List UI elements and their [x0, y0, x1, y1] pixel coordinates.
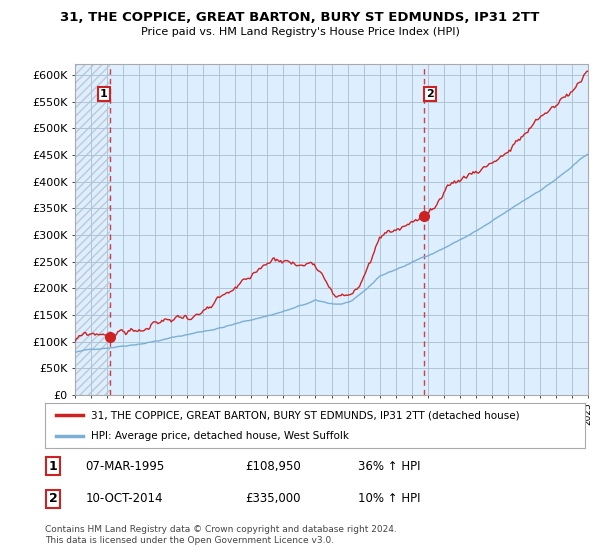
Text: Contains HM Land Registry data © Crown copyright and database right 2024.
This d: Contains HM Land Registry data © Crown c…	[45, 525, 397, 545]
Text: 36% ↑ HPI: 36% ↑ HPI	[358, 460, 421, 473]
Text: 10% ↑ HPI: 10% ↑ HPI	[358, 492, 421, 506]
Text: 07-MAR-1995: 07-MAR-1995	[86, 460, 165, 473]
Text: HPI: Average price, detached house, West Suffolk: HPI: Average price, detached house, West…	[91, 431, 349, 441]
Text: 31, THE COPPICE, GREAT BARTON, BURY ST EDMUNDS, IP31 2TT: 31, THE COPPICE, GREAT BARTON, BURY ST E…	[61, 11, 539, 24]
Bar	[75, 64, 110, 395]
Text: 10-OCT-2014: 10-OCT-2014	[86, 492, 163, 506]
Text: £335,000: £335,000	[245, 492, 301, 506]
Text: 1: 1	[100, 88, 107, 99]
Text: 31, THE COPPICE, GREAT BARTON, BURY ST EDMUNDS, IP31 2TT (detached house): 31, THE COPPICE, GREAT BARTON, BURY ST E…	[91, 410, 520, 421]
Text: 1: 1	[49, 460, 58, 473]
Text: Price paid vs. HM Land Registry's House Price Index (HPI): Price paid vs. HM Land Registry's House …	[140, 27, 460, 37]
Text: £108,950: £108,950	[245, 460, 301, 473]
Text: 2: 2	[427, 88, 434, 99]
Text: 2: 2	[49, 492, 58, 506]
